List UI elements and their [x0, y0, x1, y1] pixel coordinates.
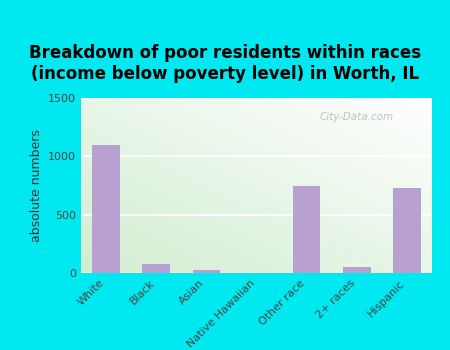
Y-axis label: absolute numbers: absolute numbers: [30, 129, 43, 242]
Text: Breakdown of poor residents within races
(income below poverty level) in Worth, : Breakdown of poor residents within races…: [29, 44, 421, 83]
Bar: [193, 270, 220, 273]
Text: City-Data.com: City-Data.com: [320, 112, 394, 122]
Bar: [142, 264, 170, 273]
Bar: [293, 186, 320, 273]
Bar: [343, 267, 370, 273]
Bar: [92, 145, 120, 273]
Bar: [393, 188, 421, 273]
